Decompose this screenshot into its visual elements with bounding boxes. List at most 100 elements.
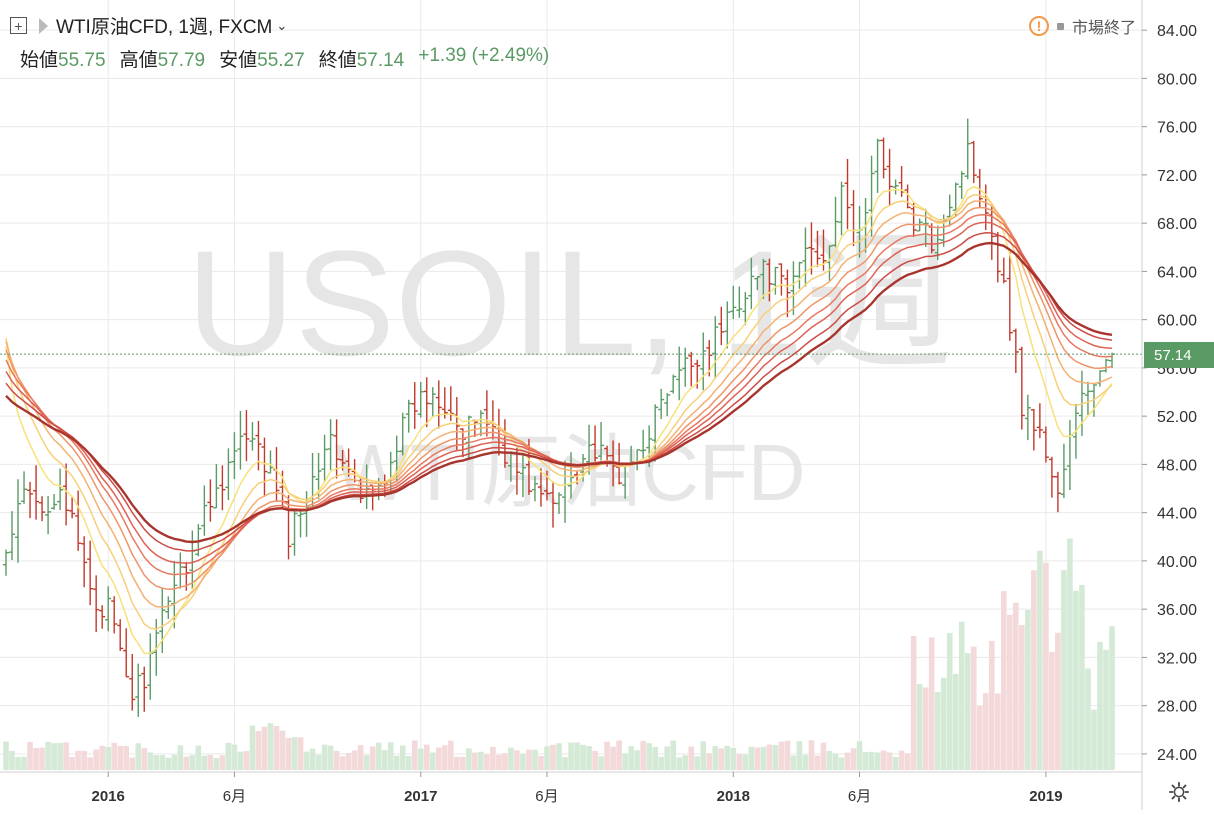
volume-bar — [766, 744, 773, 770]
volume-bar — [165, 757, 172, 770]
volume-bar — [886, 752, 893, 770]
volume-bar — [1091, 709, 1097, 770]
volume-bar — [964, 653, 971, 770]
volume-bar — [1043, 562, 1049, 770]
ohlc-bar — [147, 633, 154, 700]
flag-icon[interactable] — [39, 17, 48, 34]
volume-bar — [676, 757, 683, 770]
ohlc-bar — [69, 497, 76, 519]
volume-bar — [880, 750, 887, 770]
ohlc-bar — [159, 587, 166, 654]
volume-bar — [183, 756, 190, 770]
ohlc-bar — [291, 509, 298, 556]
volume-bar — [556, 743, 562, 770]
ohlc-bar — [519, 453, 526, 498]
price-tick-label: 52.00 — [1157, 409, 1197, 426]
ohlc-bar — [39, 496, 46, 522]
ohlc-bar — [868, 155, 875, 237]
warning-icon[interactable]: ! — [1028, 16, 1049, 36]
volume-bar — [405, 756, 412, 770]
ohlc-bar — [1048, 456, 1055, 498]
ohlc-bar — [423, 377, 430, 428]
volume-bar — [664, 746, 670, 770]
volume-bar — [760, 746, 767, 770]
gear-icon[interactable] — [1168, 781, 1190, 803]
volume-bar — [441, 745, 448, 770]
last-price-tag: 57.14 — [1144, 342, 1214, 368]
volume-bar — [1061, 570, 1067, 770]
ohlc-bar — [111, 596, 118, 634]
ma-ribbon — [5, 185, 1113, 655]
volume-bar — [153, 755, 160, 770]
volume-bar — [610, 746, 616, 770]
ohlc-bar — [1096, 370, 1103, 387]
ohlc-bar — [1030, 409, 1037, 451]
volume-bar — [460, 756, 466, 770]
volume-bar — [922, 687, 929, 770]
volume-bar — [1079, 584, 1085, 770]
volume-bar — [562, 757, 568, 770]
ohlc-bar — [441, 387, 448, 419]
ohlc-bar — [718, 306, 725, 346]
ohlc-bar — [676, 346, 683, 401]
volume-bar — [478, 751, 484, 770]
ohlc-bar — [99, 605, 106, 629]
ohlc-bar — [802, 227, 809, 287]
ohlc-bar — [1109, 352, 1115, 368]
ohlc-bar — [970, 140, 977, 184]
ohlc-bar — [766, 258, 773, 302]
ohlc-bar — [886, 148, 893, 206]
ohlc-bar — [730, 285, 737, 320]
plus-square-icon[interactable]: + — [10, 17, 27, 34]
ohlc-bar — [598, 421, 605, 461]
symbol-title[interactable]: WTI原油CFD, 1週, FXCM — [56, 17, 273, 38]
time-axis[interactable]: 2016 6月 2017 6月 2018 6月 2019 — [91, 772, 1063, 805]
volume-bar — [496, 754, 502, 770]
volume-bar — [267, 723, 274, 770]
volume-bar — [802, 754, 809, 770]
ohlc-bar — [9, 511, 16, 561]
ohlc-bar — [21, 471, 28, 504]
volume-bar — [171, 754, 178, 770]
ohlc-bar — [1102, 358, 1109, 373]
ohlc-bar — [417, 381, 424, 418]
volume-bar — [105, 746, 111, 770]
ohlc-bar — [297, 510, 304, 538]
volume-bar — [123, 746, 130, 770]
volume-bar — [856, 741, 863, 770]
volume-bar — [1031, 570, 1037, 770]
ohlc-bar — [1084, 381, 1091, 415]
volume-bar — [466, 748, 472, 770]
volume-bar — [111, 742, 117, 770]
volume-bar — [808, 740, 815, 770]
ma-line — [5, 200, 1113, 608]
low-value: 55.27 — [257, 50, 305, 71]
volume-bar — [790, 755, 797, 770]
close-label: 終値 — [318, 50, 357, 71]
volume-bar — [231, 744, 238, 770]
time-tick-label: 6月 — [848, 788, 871, 805]
ohlc-bar — [201, 485, 208, 536]
volume-bar — [261, 726, 268, 770]
ohlc-bar — [712, 316, 719, 379]
ohlc-bar — [778, 263, 785, 296]
volume-bar — [970, 646, 977, 770]
volume-bar — [213, 757, 220, 770]
ohlc-bar — [243, 410, 250, 462]
volume-bar — [363, 755, 370, 770]
price-tick-label: 80.00 — [1157, 71, 1197, 88]
ohlc-bar — [225, 448, 232, 501]
volume-bar — [934, 692, 941, 770]
high-value: 57.79 — [157, 50, 206, 71]
volume-bar — [586, 746, 592, 770]
price-axis[interactable]: 84.0080.0076.0072.0068.0064.0060.0056.00… — [1142, 23, 1197, 764]
ohlc-bar — [1006, 252, 1013, 341]
volume-bar — [490, 746, 496, 770]
price-tick-label: 84.00 — [1157, 23, 1197, 40]
chevron-down-icon[interactable]: ⌄ — [276, 17, 288, 33]
ohlc-bar — [75, 490, 82, 551]
volume-bar — [81, 750, 87, 770]
volume-bar — [508, 747, 514, 770]
